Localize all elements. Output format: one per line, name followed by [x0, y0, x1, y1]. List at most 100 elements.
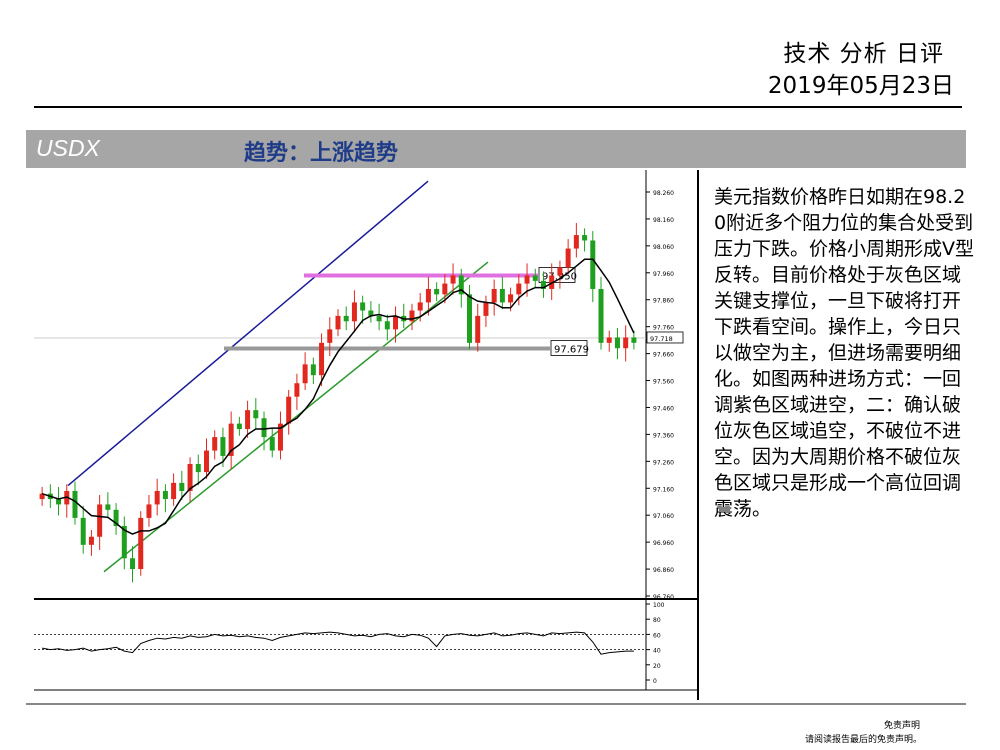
report-date: 2019年05月23日: [767, 73, 954, 99]
level-box: [538, 267, 576, 283]
price-tick-label: 97.260: [653, 459, 674, 466]
candle-body: [376, 315, 382, 322]
price-tick-label: 97.760: [653, 325, 674, 332]
candle-body: [113, 509, 119, 526]
candle-body: [212, 437, 218, 451]
candle-body: [475, 315, 481, 343]
candle-body: [154, 490, 160, 505]
price-chart-panel: 98.260 98.160 98.060 97.960 97.860 97.760 97.6…: [34, 170, 698, 700]
candle-body: [138, 517, 144, 570]
candle-body: [88, 536, 94, 545]
oscillator-tick-label: 0: [653, 678, 657, 685]
candle-body: [253, 410, 259, 419]
price-tick-label: 96.760: [653, 594, 674, 601]
price-tick-label: 98.060: [653, 244, 674, 251]
oscillator-line: [42, 631, 634, 655]
candle-body: [606, 337, 612, 343]
candle-body: [97, 504, 103, 537]
price-tick-label: 96.960: [653, 540, 674, 547]
report-title: 技术 分析 日评: [783, 41, 944, 67]
price-chart: 98.260 98.160 98.060 97.960 97.860 97.760 97.6…: [34, 170, 698, 691]
candle-body: [573, 235, 579, 249]
trend-label: 趋势：上涨趋势: [244, 141, 399, 166]
candle-body: [434, 288, 440, 295]
candle-body: [516, 283, 522, 295]
candle-body: [425, 288, 431, 303]
candle-body: [269, 437, 275, 451]
candle-body: [236, 423, 242, 430]
disclaimer-title: 免责声明: [884, 721, 921, 731]
candle-body: [458, 275, 464, 295]
candle-body: [532, 275, 538, 281]
current-price-box: [646, 331, 684, 344]
instrument-symbol: USDX: [36, 135, 100, 161]
candle-body: [302, 364, 308, 384]
candle-body: [105, 504, 111, 510]
candle-body: [384, 321, 390, 330]
candle-body: [343, 315, 349, 322]
price-tick-label: 96.860: [653, 567, 674, 574]
candle-body: [162, 490, 168, 500]
candle-body: [72, 490, 78, 518]
price-tick-label: 98.160: [653, 217, 674, 224]
candle-body: [220, 437, 226, 456]
candle-body: [590, 240, 596, 289]
candle-body: [171, 482, 177, 500]
price-tick-label: 97.660: [653, 352, 674, 359]
candle-body: [261, 418, 267, 438]
candle-body: [294, 383, 300, 397]
analysis-commentary: 美元指数价格昨日如期在98.20附近多个阻力位的集合处受到压力下跌。价格小周期形…: [714, 186, 974, 520]
candle-body: [121, 525, 127, 559]
candle-body: [393, 315, 399, 330]
candle-body: [631, 337, 637, 343]
price-tick-label: 97.860: [653, 298, 674, 305]
candle-body: [508, 294, 514, 303]
oscillator-tick-label: 80: [653, 617, 661, 624]
candle-body: [540, 280, 546, 289]
price-tick-label: 97.160: [653, 486, 674, 493]
candle-body: [582, 235, 588, 241]
candle-body: [483, 302, 489, 316]
candle-body: [351, 302, 357, 322]
moving-average-line: [41, 258, 635, 535]
candle-body: [203, 450, 209, 473]
price-tick-label: 97.460: [653, 405, 674, 412]
candle-body: [228, 423, 234, 456]
candle-body: [146, 504, 152, 518]
candle-body: [499, 288, 505, 303]
current-price-label: 97.718: [650, 335, 673, 343]
candle-body: [557, 267, 563, 276]
candle-body: [524, 275, 530, 284]
candle-body: [179, 482, 185, 491]
oscillator-tick-label: 20: [653, 663, 661, 670]
candle-body: [130, 558, 136, 570]
panel-divider: [697, 170, 699, 700]
candle-body: [450, 275, 456, 284]
oscillator-tick-label: 100: [653, 602, 665, 609]
candle-body: [598, 288, 604, 343]
oscillator-tick-label: 60: [653, 632, 661, 639]
candle-body: [614, 337, 620, 349]
candle-body: [360, 302, 366, 311]
price-tick-label: 97.360: [653, 432, 674, 439]
level-label: 97.679: [554, 344, 589, 355]
candle-body: [310, 364, 316, 376]
header-divider: [34, 106, 962, 108]
price-tick-label: 97.060: [653, 513, 674, 520]
price-tick-label: 98.260: [653, 190, 674, 197]
price-tick-label: 97.560: [653, 379, 674, 386]
candle-body: [286, 396, 292, 424]
candle-body: [56, 499, 62, 505]
oscillator-tick-label: 40: [653, 648, 661, 655]
candle-body: [467, 294, 473, 343]
level-box: [550, 340, 588, 356]
instrument-banner: USDX 趋势：上涨趋势: [26, 130, 966, 168]
candle-body: [417, 302, 423, 311]
price-tick-label: 97.960: [653, 271, 674, 278]
channel-upper-line: [67, 180, 429, 487]
candle-body: [80, 517, 86, 545]
candle-body: [319, 342, 325, 376]
candle-body: [491, 288, 497, 303]
candle-body: [277, 423, 283, 451]
candle-body: [409, 310, 415, 322]
